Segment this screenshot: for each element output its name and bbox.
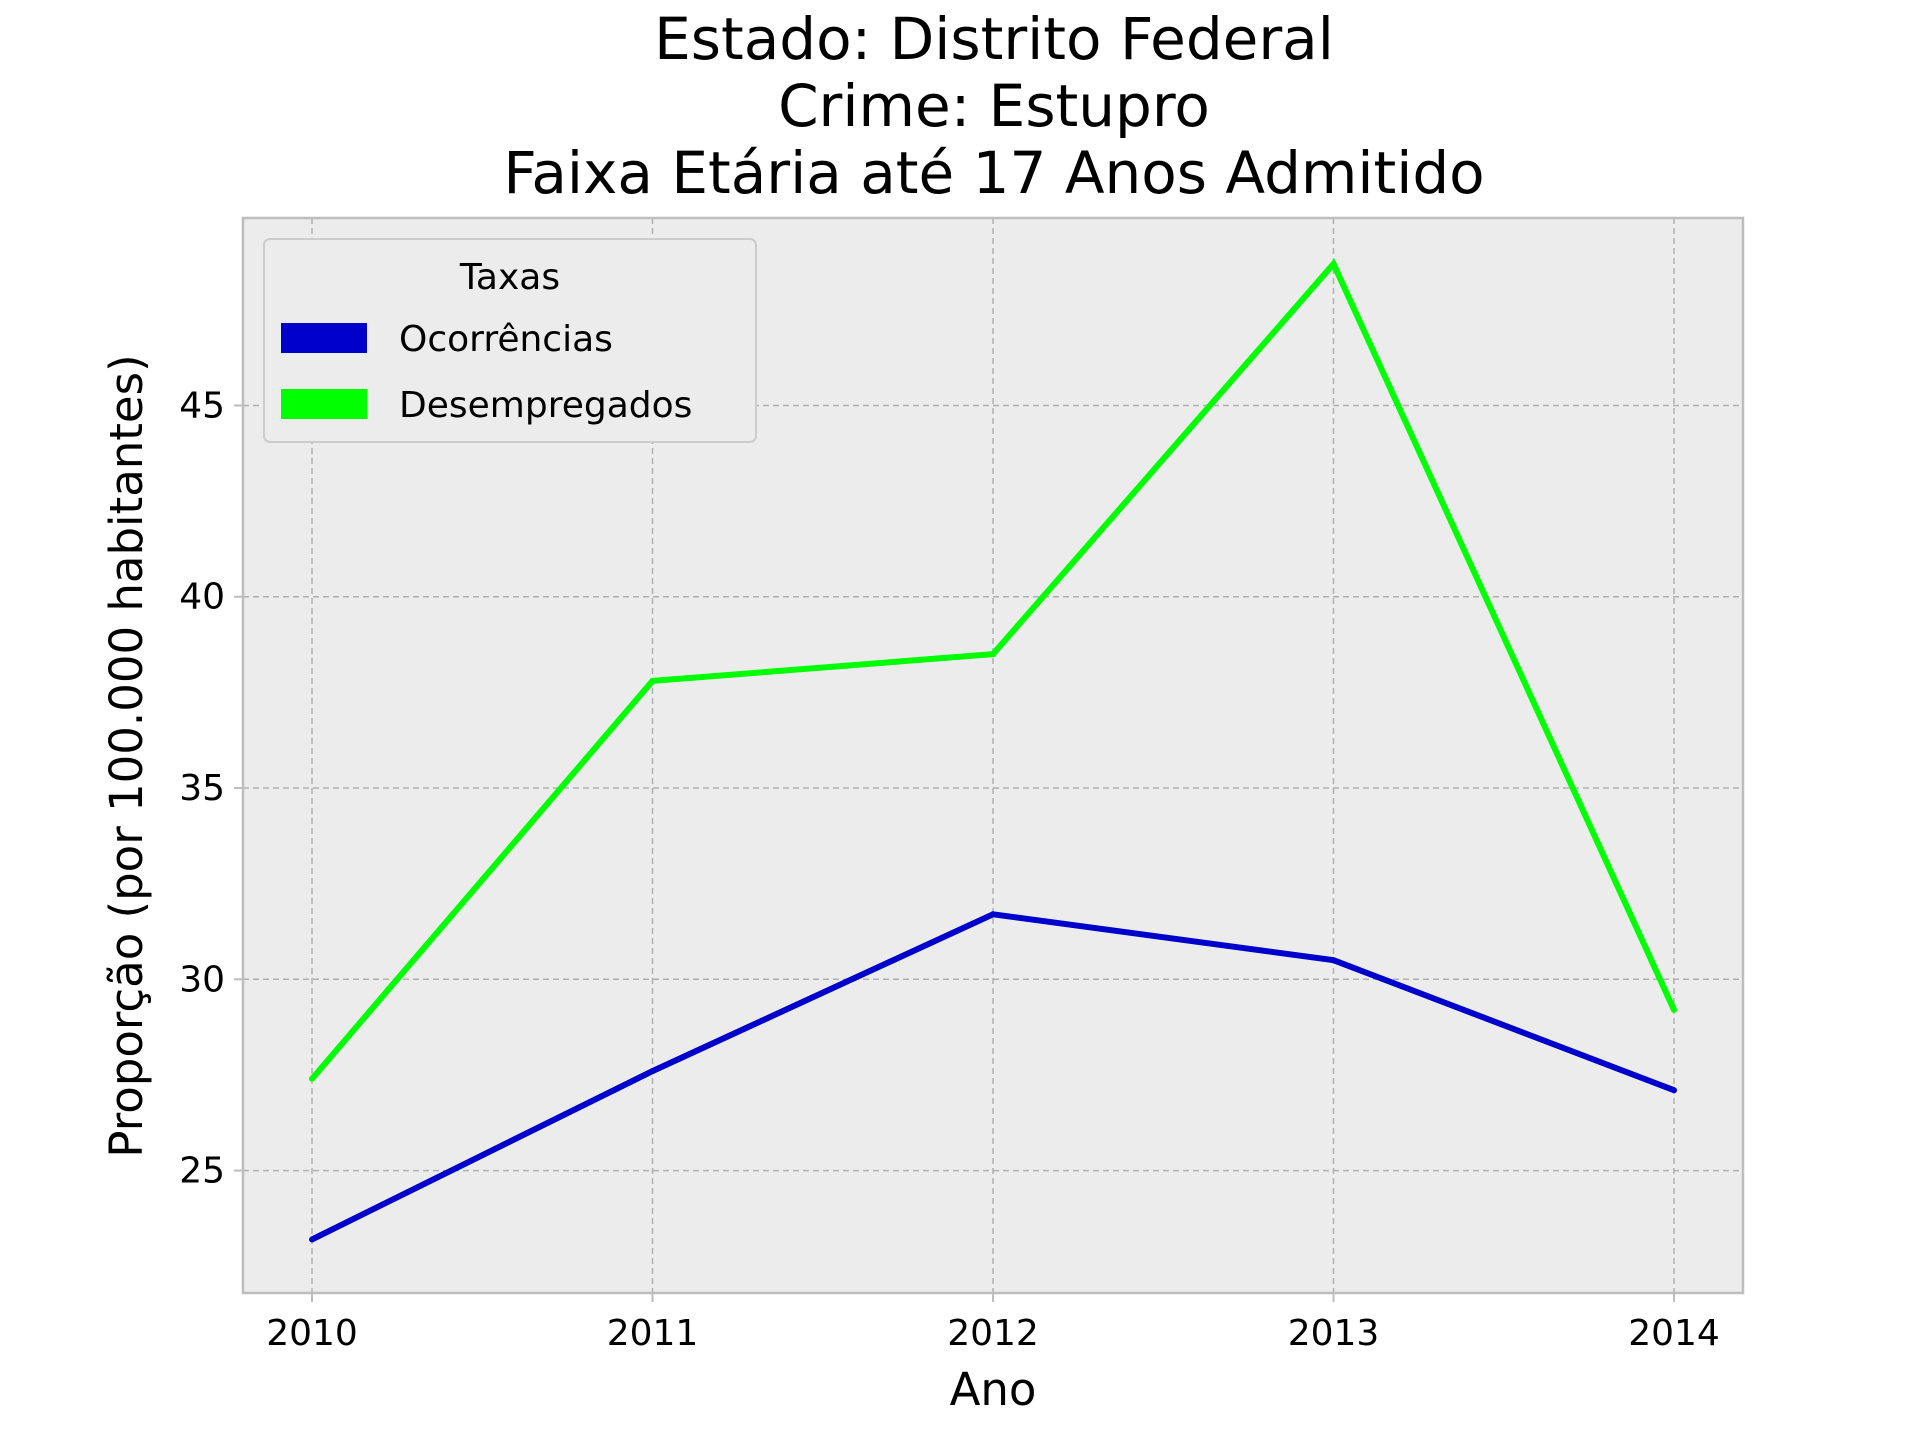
data-point <box>1671 1006 1677 1013</box>
data-point <box>309 1236 315 1243</box>
y-axis-ticks: 25 30 35 40 45 <box>179 385 243 1192</box>
data-point <box>990 911 996 918</box>
data-point <box>649 677 656 684</box>
y-tick-label: 35 <box>179 768 225 809</box>
data-point <box>1330 957 1337 964</box>
x-tick-label: 2013 <box>1288 1313 1380 1354</box>
legend-entry-label: Ocorrências <box>399 319 613 360</box>
x-tick-label: 2010 <box>266 1313 358 1354</box>
y-tick-label: 25 <box>179 1151 225 1192</box>
x-tick-label: 2014 <box>1628 1313 1720 1354</box>
x-tick-label: 2012 <box>947 1313 1039 1354</box>
data-point <box>990 651 996 658</box>
x-axis-ticks: 2010 2011 2012 2013 2014 <box>266 1293 1720 1354</box>
legend-box <box>263 238 757 443</box>
data-point <box>1330 260 1337 267</box>
x-axis-label: Ano <box>950 1363 1037 1416</box>
title-line-3: Faixa Etária até 17 Anos Admitido <box>503 139 1484 207</box>
chart-title: Estado: Distrito Federal Crime: Estupro … <box>503 5 1484 207</box>
legend: Taxas Ocorrências Desempregados <box>263 238 757 443</box>
series-layer <box>309 258 1677 1243</box>
y-axis-label: Proporção (por 100.000 habitantes) <box>100 354 153 1157</box>
legend-title: Taxas <box>459 257 560 298</box>
data-point <box>309 1075 315 1082</box>
x-tick-label: 2011 <box>607 1313 699 1354</box>
data-point <box>1671 1087 1677 1094</box>
y-tick-label: 45 <box>179 385 225 426</box>
data-point <box>649 1068 656 1075</box>
title-line-1: Estado: Distrito Federal <box>654 5 1334 73</box>
legend-entry-label: Desempregados <box>399 385 692 426</box>
title-line-2: Crime: Estupro <box>778 72 1210 140</box>
y-tick-label: 40 <box>179 577 225 618</box>
y-tick-label: 30 <box>179 959 225 1000</box>
legend-swatch <box>281 389 367 419</box>
legend-swatch <box>281 323 367 353</box>
